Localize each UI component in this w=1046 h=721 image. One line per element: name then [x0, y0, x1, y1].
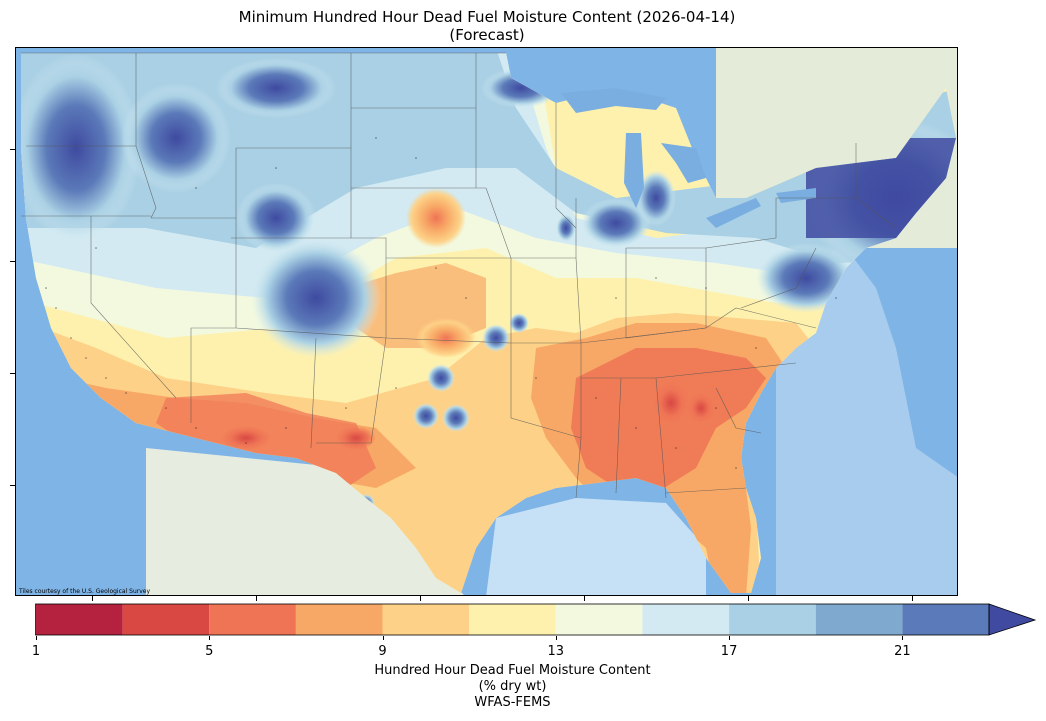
colorbar-label-line-3: WFAS-FEMS: [474, 695, 551, 710]
x-axis-tick: [584, 596, 585, 601]
colorbar-bin: [295, 604, 383, 635]
colorbar-bin: [642, 604, 730, 635]
lake-superior: [561, 88, 666, 113]
colorbar-bin: [555, 604, 643, 635]
basemap-credit: Tiles courtesy of the U.S. Geological Su…: [18, 588, 150, 595]
colorbar-tick-label: 9: [378, 644, 387, 659]
colorbar-tick-mark: [36, 636, 37, 640]
title-line-1: Minimum Hundred Hour Dead Fuel Moisture …: [238, 8, 736, 26]
colorbar-tick-mark: [382, 636, 384, 640]
mexico-land: [146, 448, 464, 595]
colorbar-tick-label: 21: [894, 644, 911, 659]
colorbar-outline: [35, 603, 990, 636]
lake-ontario: [776, 188, 816, 203]
colorbar-label: Hundred Hour Dead Fuel Moisture Content …: [300, 663, 725, 711]
colorbar: [35, 603, 1037, 636]
gulf-shelf: [486, 498, 706, 595]
colorbar-bin: [729, 604, 816, 635]
colorbar-tick-mark: [902, 636, 904, 640]
colorbar-bin: [122, 604, 210, 635]
chart-title: Minimum Hundred Hour Dead Fuel Moisture …: [0, 8, 974, 44]
colorbar-tick-mark: [555, 636, 557, 640]
lake-michigan: [624, 133, 644, 208]
colorbar-tick-label: 5: [205, 644, 214, 659]
map-panel[interactable]: Tiles courtesy of the U.S. Geological Su…: [15, 47, 958, 596]
y-axis-tick: [10, 485, 15, 486]
x-axis-tick: [92, 596, 93, 601]
lake-huron: [661, 143, 706, 183]
x-axis-tick: [912, 596, 913, 601]
colorbar-bin: [209, 604, 296, 635]
colorbar-tick-mark: [729, 636, 731, 640]
colorbar-bins: [36, 604, 989, 635]
colorbar-tick-label: 1: [31, 644, 41, 659]
x-axis-tick: [256, 596, 257, 601]
station-markers: [45, 137, 837, 469]
colorbar-label-line-1: Hundred Hour Dead Fuel Moisture Content: [374, 663, 651, 678]
x-axis-tick: [420, 596, 421, 601]
colorbar-bin: [36, 604, 123, 635]
y-axis-tick: [10, 373, 15, 374]
map-canvas: Tiles courtesy of the U.S. Geological Su…: [16, 48, 957, 595]
colorbar-tick-label: 13: [547, 644, 565, 659]
colorbar-bin: [815, 604, 903, 635]
y-axis-tick: [10, 261, 15, 262]
y-axis-tick: [10, 149, 15, 150]
colorbar-bin: [902, 604, 989, 635]
colorbar-tick-label: 17: [720, 644, 738, 659]
state-borders: [21, 52, 897, 499]
colorbar-over-triangle: [988, 603, 1037, 636]
title-line-2: (Forecast): [449, 26, 525, 44]
lake-erie: [706, 198, 761, 228]
colorbar-label-line-2: (% dry wt): [478, 679, 547, 694]
colorbar-bin: [469, 604, 556, 635]
colorbar-bin: [382, 604, 470, 635]
colorbar-tick-mark: [209, 636, 211, 640]
x-axis-tick: [748, 596, 749, 601]
